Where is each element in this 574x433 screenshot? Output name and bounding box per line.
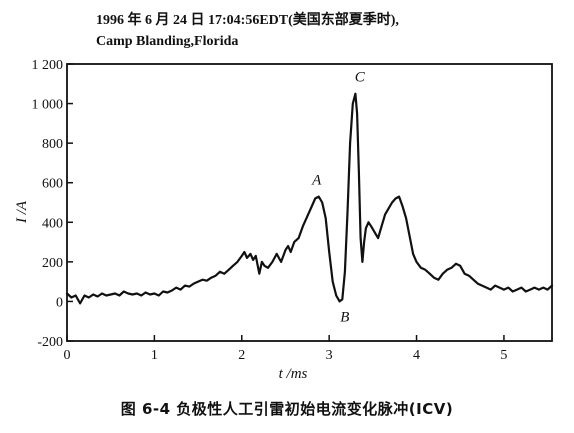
plot-frame	[66, 63, 553, 342]
annotation-c: C	[355, 70, 366, 86]
y-tick-label: 200	[42, 256, 63, 271]
annotation-b: B	[340, 309, 349, 325]
y-axis-label: I /A	[14, 200, 30, 224]
axes	[66, 63, 553, 342]
x-tick-label: 0	[64, 348, 71, 363]
y-tick-label: 400	[42, 216, 63, 231]
x-tick-label: 5	[500, 348, 507, 363]
y-tick-label: 600	[42, 177, 63, 192]
header-line-2: Camp Blanding,Florida	[96, 34, 239, 49]
figure-caption: 图 6-4 负极性人工引雷初始电流变化脉冲(ICV)	[120, 400, 454, 418]
annotation-a: A	[311, 173, 322, 189]
x-ticks: 0 1 2 3 4 5	[64, 335, 507, 363]
y-tick-label: 800	[42, 137, 63, 152]
x-tick-label: 1	[151, 348, 158, 363]
x-tick-label: 3	[326, 348, 333, 363]
y-tick-label: 1 000	[32, 98, 64, 113]
x-tick-label: 2	[238, 348, 245, 363]
x-tick-label: 4	[413, 348, 420, 363]
y-tick-label: 1 200	[32, 58, 64, 73]
current-series-line	[65, 92, 554, 305]
header-line-1: 1996 年 6 月 24 日 17:04:56EDT(美国东部夏季时),	[96, 13, 399, 28]
y-tick-label: 0	[56, 295, 63, 310]
y-ticks: -200 0 200 400 600 800 1 000 1 200	[32, 58, 73, 350]
x-axis-label: t /ms	[279, 366, 308, 382]
chart-header: 1996 年 6 月 24 日 17:04:56EDT(美国东部夏季时), Ca…	[96, 10, 399, 52]
y-tick-label: -200	[37, 335, 63, 350]
annotations: A B C	[311, 70, 366, 326]
